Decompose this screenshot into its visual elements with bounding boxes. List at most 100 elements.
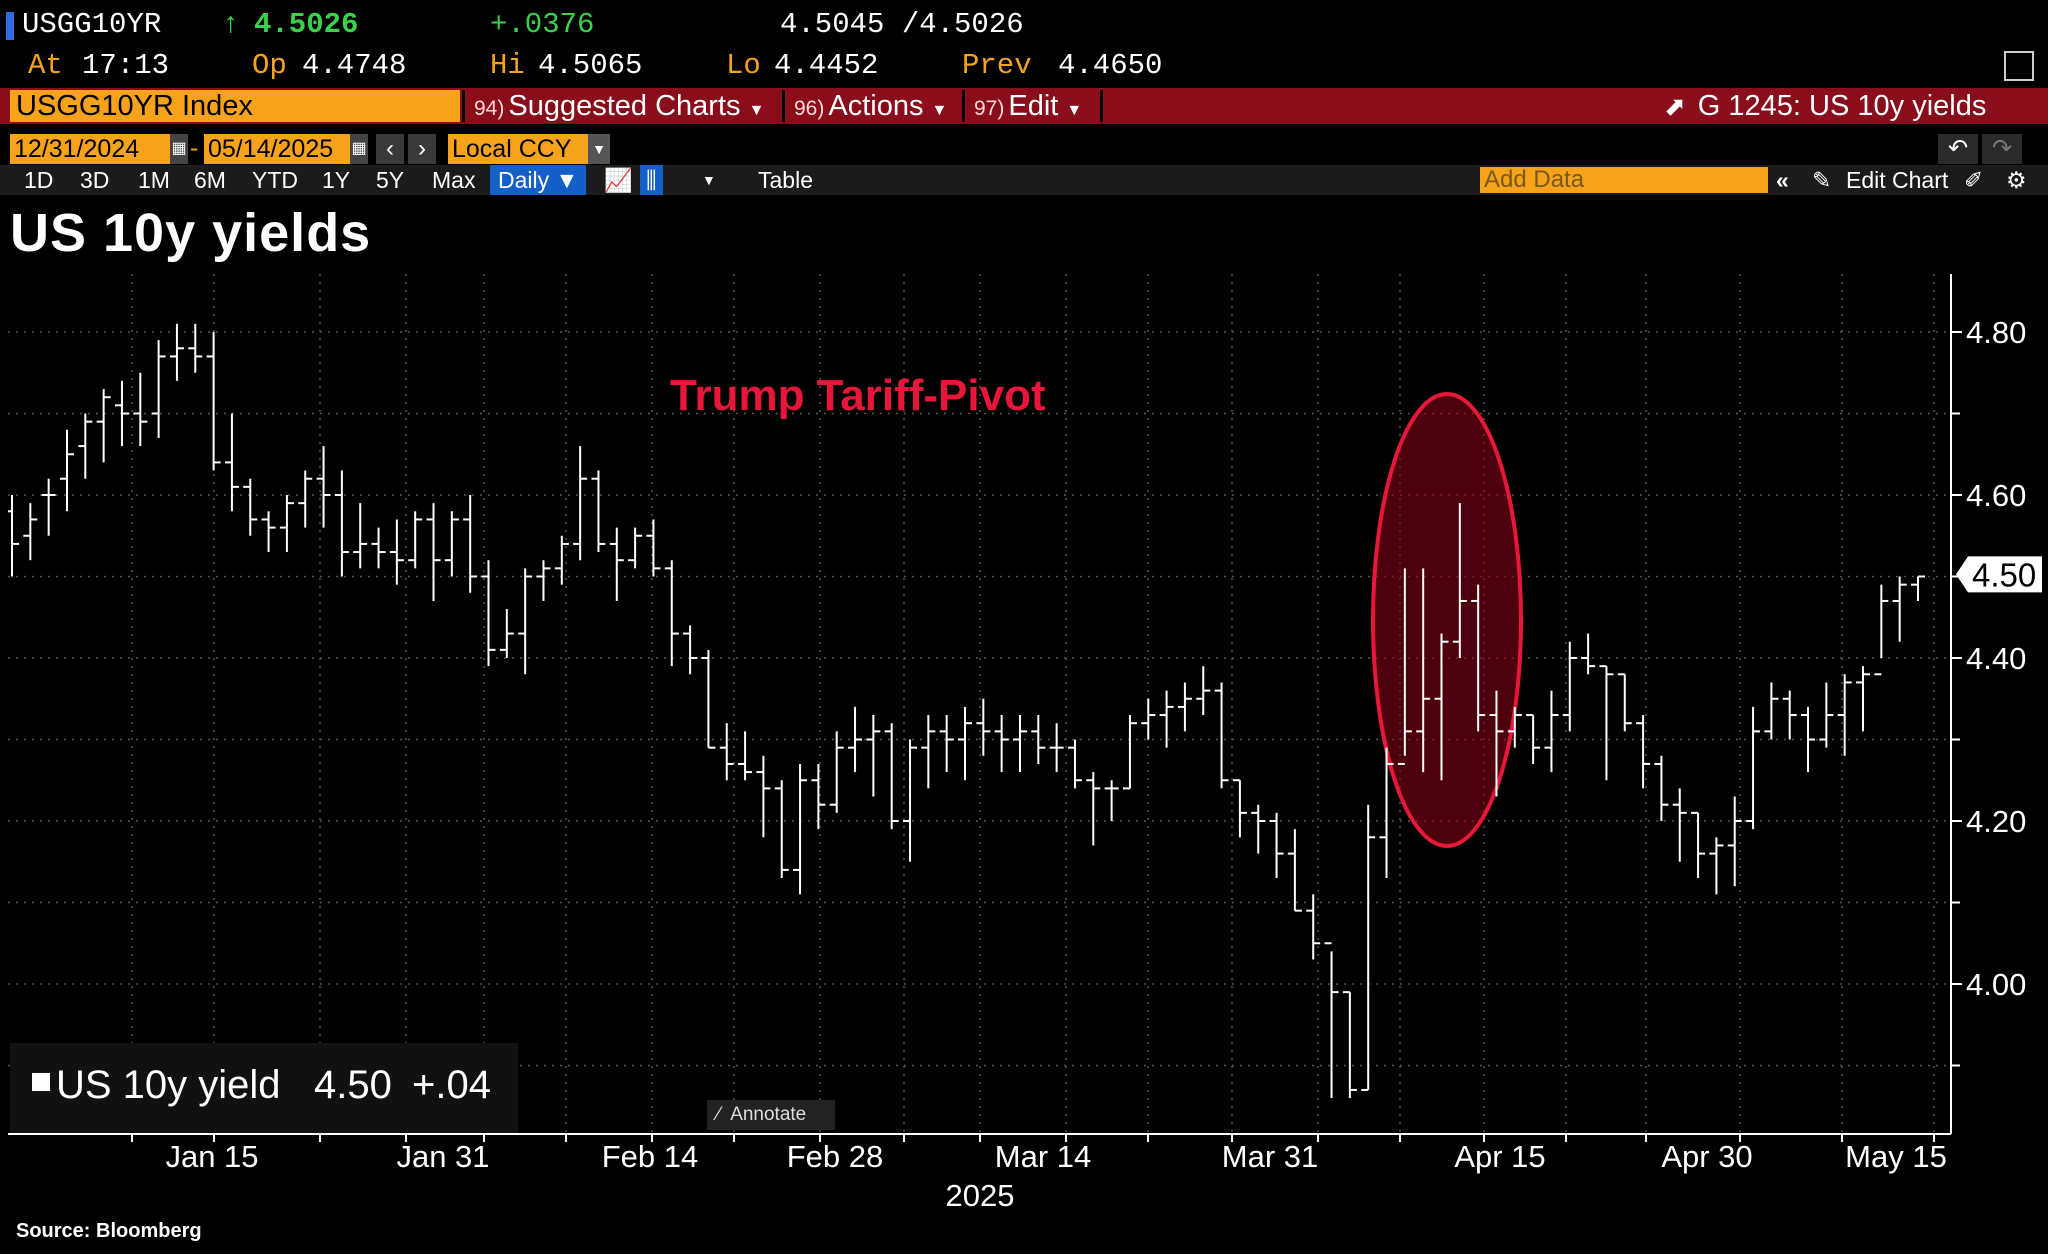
pen-icon: ⁄ [717, 1104, 721, 1125]
y-tick-label: 4.00 [1966, 967, 2026, 1002]
actions-menu[interactable]: 96) Actions ▼ [794, 88, 947, 124]
chevron-right-icon[interactable]: › [408, 134, 436, 164]
date-range-bar: 12/31/2024 ▦ - 05/14/2025 ▦ ‹ › Local CC… [0, 134, 2048, 164]
ticker-symbol[interactable]: USGG10YR [22, 8, 162, 41]
chart-toolbar: 1D 3D 1M 6M YTD 1Y 5Y Max Daily ▼ 📈 ⫼ ▼ … [0, 165, 2048, 195]
legend: US 10y yield 4.50 +.04 [10, 1043, 518, 1133]
current-value-box [1956, 556, 2042, 593]
x-tick-label: Mar 31 [1222, 1139, 1318, 1174]
y-tick-label: 4.20 [1966, 804, 2026, 839]
calendar-icon[interactable]: ▦ [170, 134, 188, 164]
end-date-field[interactable]: 05/14/2025 [204, 134, 350, 164]
start-date-value: 12/31/2024 [14, 135, 140, 163]
annotate-button[interactable]: ⁄ Annotate [707, 1100, 835, 1130]
price-bars [8, 323, 1925, 1099]
end-date-value: 05/14/2025 [208, 135, 334, 163]
period-6m[interactable]: 6M [194, 167, 226, 193]
chart-reference[interactable]: ⬈ G 1245: US 10y yields [1664, 88, 1986, 124]
calendar-icon[interactable]: ▦ [350, 134, 368, 164]
add-data-input[interactable]: Add Data [1480, 167, 1768, 193]
quote-time: 17:13 [82, 49, 170, 82]
menu-label: Suggested Charts [508, 90, 741, 122]
up-arrow-icon: ↑ [222, 8, 240, 41]
at-label: At [28, 49, 63, 82]
frequency-select[interactable]: Daily ▼ [490, 165, 587, 195]
x-tick-label: Apr 30 [1661, 1139, 1752, 1174]
x-tick-label: Apr 15 [1454, 1139, 1545, 1174]
axis-labels: 4.80 4.60 4.40 4.20 4.00 4.50 Jan 15 Jan 31 Feb … [165, 315, 2042, 1213]
x-tick-label: Mar 14 [995, 1139, 1091, 1174]
prev-label: Prev [962, 49, 1032, 82]
redo-icon[interactable]: ↷ [1982, 134, 2022, 164]
launch-icon: ⬈ [1664, 91, 1686, 121]
chevron-down-icon[interactable]: ▼ [588, 134, 610, 164]
last-price: 4.5026 [254, 8, 359, 41]
period-1d[interactable]: 1D [24, 167, 54, 193]
open-value: 4.4748 [302, 49, 407, 82]
x-year-label: 2025 [946, 1178, 1015, 1213]
dropdown-caret-icon: ▼ [1066, 102, 1083, 119]
legend-value: 4.50 [314, 1063, 392, 1107]
x-tick-label: Jan 31 [396, 1139, 489, 1174]
menu-bar: USGG10YR Index 94) Suggested Charts ▼ 96)… [0, 88, 2048, 124]
low-value: 4.4452 [774, 49, 879, 82]
menu-label: Actions [828, 90, 924, 122]
chevron-left-icon[interactable]: ‹ [376, 134, 404, 164]
table-button[interactable]: Table [758, 167, 813, 193]
legend-swatch [32, 1073, 50, 1091]
x-tick-label: Feb 28 [787, 1139, 884, 1174]
bar-chart-icon[interactable]: ⫼ [640, 165, 663, 195]
high-value: 4.5065 [538, 49, 643, 82]
net-change: +.0376 [490, 8, 595, 41]
legend-series-name: US 10y yield [56, 1063, 281, 1107]
edit-menu[interactable]: 97) Edit ▼ [974, 88, 1082, 124]
undo-icon[interactable]: ↶ [1938, 134, 1978, 164]
source-note: Source: Bloomberg [16, 1220, 202, 1242]
x-tick-label: Jan 15 [165, 1139, 258, 1174]
x-tick-label: May 15 [1845, 1139, 1947, 1174]
draw-icon[interactable]: ✐ [1964, 167, 1984, 193]
gear-icon[interactable]: ⚙ [2006, 167, 2027, 193]
period-ytd[interactable]: YTD [252, 167, 298, 193]
chart-axes [8, 274, 1962, 1142]
quote-row: USGG10YR ↑ 4.5026 +.0376 4.5045 /4.5026 [0, 8, 2048, 48]
menu-number: 94) [474, 97, 505, 120]
edit-chart-button[interactable]: Edit Chart [1846, 167, 1949, 193]
x-tick-label: Feb 14 [602, 1139, 699, 1174]
annotation-label: Trump Tariff-Pivot [670, 371, 1046, 420]
collapse-icon[interactable]: « [1776, 167, 1789, 193]
currency-value: Local CCY [452, 135, 572, 163]
line-chart-icon[interactable]: 📈 [604, 167, 633, 193]
y-tick-label: 4.40 [1966, 641, 2026, 676]
pencil-icon[interactable]: ✎ [1812, 167, 1832, 193]
currency-select[interactable]: Local CCY [448, 134, 588, 164]
range-dash: - [190, 134, 199, 162]
annotate-label: Annotate [730, 1104, 807, 1125]
bid-ask: 4.5045 /4.5026 [780, 8, 1024, 41]
period-1y[interactable]: 1Y [322, 167, 351, 193]
chart-title: US 10y yields [10, 203, 372, 263]
menu-number: 96) [794, 97, 825, 120]
dropdown-caret-icon: ▼ [748, 102, 765, 119]
prev-value: 4.4650 [1058, 49, 1163, 82]
period-1m[interactable]: 1M [138, 167, 170, 193]
open-label: Op [252, 49, 287, 82]
ticker-marker [6, 12, 14, 40]
y-tick-label: 4.60 [1966, 478, 2026, 513]
menu-label: Edit [1008, 90, 1059, 122]
y-tick-label: 4.80 [1966, 315, 2026, 350]
security-field[interactable]: USGG10YR Index [10, 90, 460, 122]
chevron-down-icon[interactable]: ▼ [702, 172, 716, 188]
current-value-label: 4.50 [1972, 556, 2036, 593]
chart-reference-label: G 1245: US 10y yields [1697, 90, 1987, 122]
period-3d[interactable]: 3D [80, 167, 110, 193]
suggested-charts-menu[interactable]: 94) Suggested Charts ▼ [474, 88, 764, 124]
period-max[interactable]: Max [432, 167, 476, 193]
period-5y[interactable]: 5Y [376, 167, 405, 193]
menu-number: 97) [974, 97, 1005, 120]
popout-icon[interactable] [2004, 51, 2034, 81]
high-label: Hi [490, 49, 525, 82]
stats-row: At 17:13 Op 4.4748 Hi 4.5065 Lo 4.4452 P… [0, 49, 2048, 87]
start-date-field[interactable]: 12/31/2024 [10, 134, 170, 164]
